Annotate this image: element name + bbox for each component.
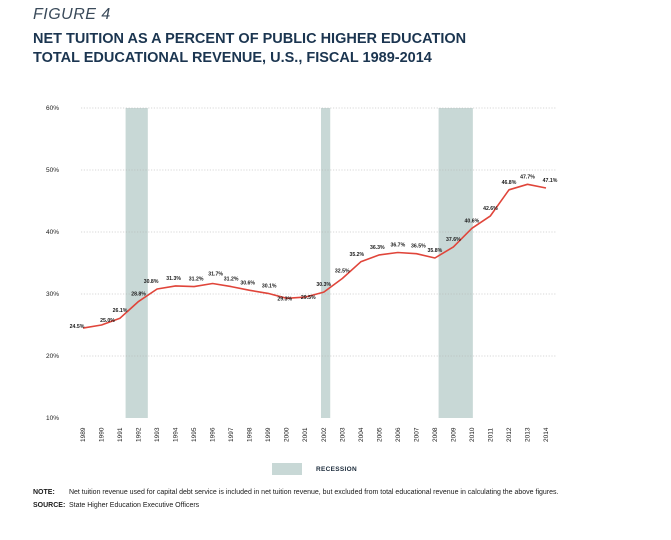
source-text: State Higher Education Executive Officer… — [68, 502, 200, 509]
x-tick-label: 1990 — [99, 427, 106, 442]
chart-title: NET TUITION AS A PERCENT OF PUBLIC HIGHE… — [33, 30, 653, 68]
x-tick-label: 2012 — [506, 427, 513, 442]
x-tick-label: 2000 — [284, 427, 291, 442]
source: SOURCE: State Higher Education Executive… — [33, 502, 199, 509]
data-label: 31.7% — [208, 271, 223, 277]
data-label: 47.7% — [520, 174, 535, 180]
legend-recession-swatch — [272, 463, 302, 475]
data-label: 31.3% — [166, 276, 181, 282]
data-label: 40.6% — [465, 218, 480, 224]
x-tick-label: 1991 — [117, 427, 124, 442]
data-label: 42.6% — [483, 206, 498, 212]
x-tick-label: 1994 — [173, 427, 180, 442]
y-tick-label: 60% — [46, 105, 59, 112]
data-label: 47.1% — [543, 178, 558, 184]
x-tick-label: 1996 — [210, 427, 217, 442]
data-label: 37.6% — [446, 237, 461, 243]
x-tick-label: 2006 — [395, 427, 402, 442]
x-tick-label: 2005 — [376, 427, 383, 442]
y-tick-label: 10% — [46, 415, 59, 422]
y-tick-label: 50% — [46, 167, 59, 174]
x-tick-label: 1993 — [154, 427, 161, 442]
legend-recession-label: RECESSION — [316, 465, 357, 473]
data-label: 36.5% — [411, 244, 426, 250]
figure-label: FIGURE 4 — [33, 6, 111, 23]
x-tick-label: 2002 — [321, 427, 328, 442]
data-label: 32.5% — [335, 269, 350, 275]
data-label: 30.3% — [316, 282, 331, 288]
chart-title-line-1: NET TUITION AS A PERCENT OF PUBLIC HIGHE… — [33, 31, 467, 47]
data-label: 36.3% — [370, 245, 385, 251]
data-label: 26.1% — [113, 308, 128, 314]
x-tick-label: 1999 — [265, 427, 272, 442]
data-label: 30.8% — [144, 279, 159, 285]
data-label: 46.8% — [502, 180, 517, 186]
x-tick-label: 1992 — [136, 427, 143, 442]
x-tick-label: 2009 — [450, 427, 457, 442]
recession-band-1 — [125, 108, 148, 418]
data-label: 24.5% — [70, 324, 85, 330]
data-label: 28.8% — [131, 291, 146, 297]
source-label: SOURCE: — [33, 502, 66, 509]
x-tick-label: 2004 — [358, 427, 365, 442]
x-tick-label: 1998 — [247, 427, 254, 442]
line-chart: 10% 20% 30% 40% 50% 60% 1989 1990 1991 1992 1993 19… — [46, 105, 558, 442]
chart-title-line-2: TOTAL EDUCATIONAL REVENUE, U.S., FISCAL … — [33, 50, 432, 66]
x-tick-label: 1995 — [191, 427, 198, 442]
series-line — [82, 183, 547, 329]
x-tick-label: 1989 — [80, 427, 87, 442]
note-text: Net tuition revenue used for capital deb… — [68, 489, 559, 496]
recession-band-3 — [438, 108, 473, 418]
data-label: 35.8% — [428, 248, 443, 254]
y-tick-label: 40% — [46, 229, 59, 236]
x-tick-label: 2014 — [543, 427, 550, 442]
chart-legend: RECESSION — [272, 463, 357, 475]
x-tick-label: 2007 — [413, 427, 420, 442]
recession-band-2 — [320, 108, 331, 418]
data-label: 31.2% — [224, 277, 239, 283]
x-tick-label: 2008 — [432, 427, 439, 442]
data-label: 30.6% — [240, 280, 255, 286]
x-tick-label: 2003 — [339, 427, 346, 442]
data-label: 25.0% — [100, 318, 115, 324]
data-label: 30.1% — [262, 283, 277, 289]
data-label: 36.7% — [390, 242, 405, 248]
x-tick-label: 2011 — [487, 428, 494, 442]
data-label: 35.2% — [349, 252, 364, 258]
data-label: 29.5% — [301, 295, 316, 301]
x-tick-label: 2010 — [469, 427, 476, 442]
y-tick-label: 20% — [46, 353, 59, 360]
note: NOTE: Net tuition revenue used for capit… — [33, 489, 558, 496]
x-tick-label: 2001 — [302, 427, 309, 442]
x-tick-label: 1997 — [228, 427, 235, 442]
y-tick-label: 30% — [46, 291, 59, 298]
note-label: NOTE: — [33, 489, 55, 496]
x-tick-label: 2013 — [524, 427, 531, 442]
data-label: 31.2% — [189, 277, 204, 283]
data-label: 29.3% — [277, 296, 292, 302]
